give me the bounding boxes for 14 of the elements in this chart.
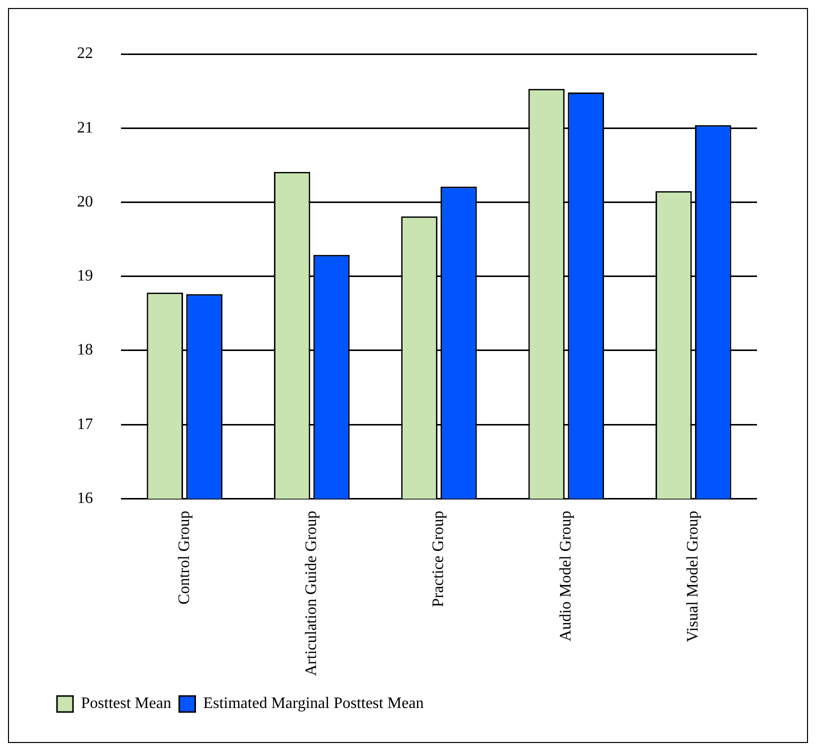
x-tick-label: Control Group: [176, 510, 193, 604]
y-tick-label: 22: [77, 45, 93, 62]
y-tick-label: 18: [77, 342, 93, 359]
x-tick-label: Audio Model Group: [557, 510, 574, 642]
x-tick-label: Articulation Guide Group: [303, 510, 320, 676]
legend-label: Estimated Marginal Posttest Mean: [203, 695, 424, 712]
y-tick-label: 19: [77, 268, 93, 285]
x-tick-label: Visual Model Group: [684, 510, 702, 642]
legend-label: Posttest Mean: [81, 695, 172, 712]
y-tick-label: 16: [77, 490, 93, 507]
x-tick-label: Practice Group: [430, 510, 448, 608]
y-tick-label: 21: [77, 119, 93, 136]
y-tick-label: 17: [77, 416, 93, 433]
y-tick-label: 20: [77, 193, 93, 210]
